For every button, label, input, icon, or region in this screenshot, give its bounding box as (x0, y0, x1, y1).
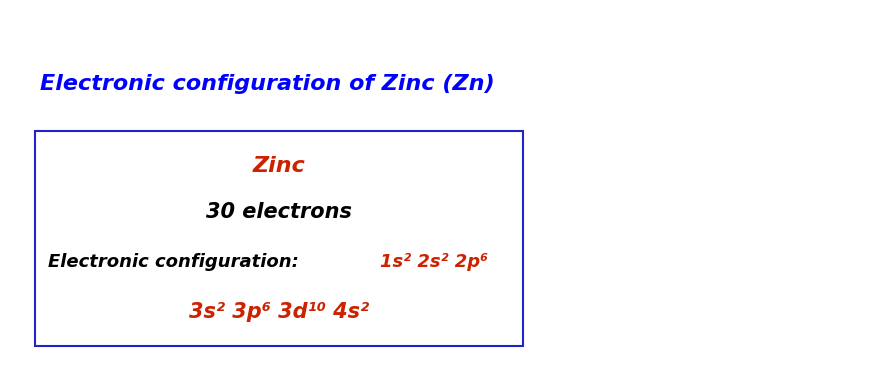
Text: 3s² 3p⁶ 3d¹⁰ 4s²: 3s² 3p⁶ 3d¹⁰ 4s² (189, 302, 369, 322)
FancyBboxPatch shape (35, 131, 522, 346)
Text: 30 electrons: 30 electrons (206, 202, 351, 222)
Text: Electronic configuration of Zinc (Zn): Electronic configuration of Zinc (Zn) (40, 74, 493, 94)
Text: 1s² 2s² 2p⁶: 1s² 2s² 2p⁶ (379, 253, 487, 271)
Text: Electronic configuration:: Electronic configuration: (48, 253, 306, 271)
Text: Zinc: Zinc (252, 156, 306, 176)
